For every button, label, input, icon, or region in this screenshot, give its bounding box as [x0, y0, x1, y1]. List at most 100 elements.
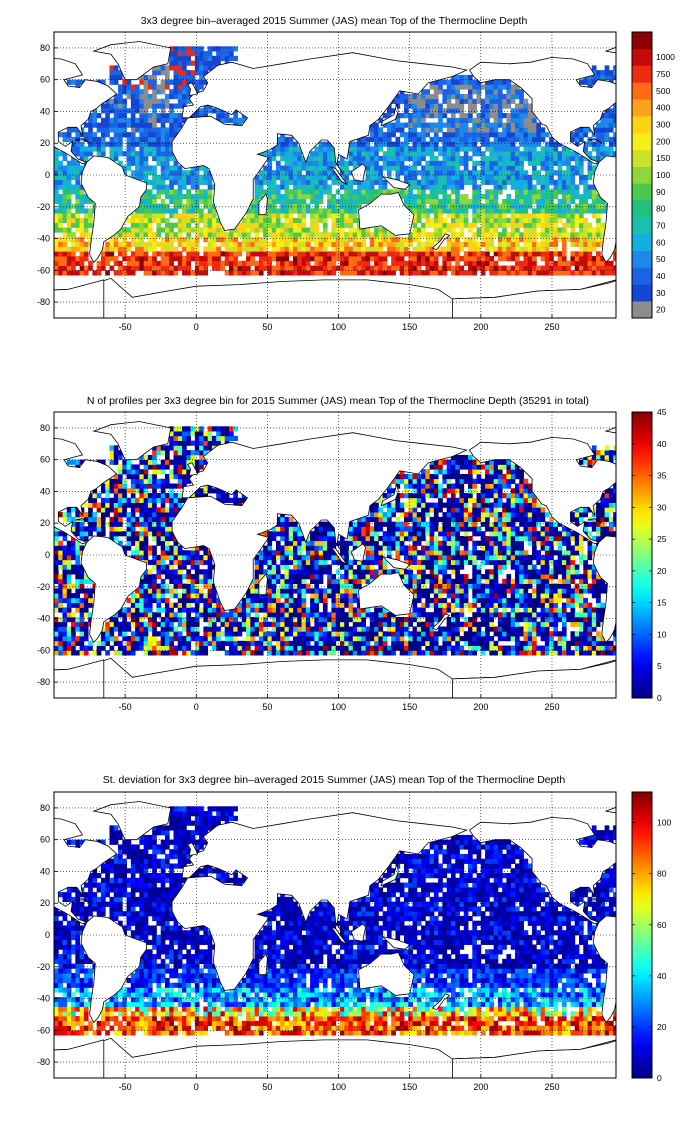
data-bin: [233, 256, 238, 262]
data-bin: [587, 170, 593, 176]
data-bin: [391, 127, 396, 133]
data-bin: [258, 569, 264, 575]
data-bin: [156, 175, 162, 181]
data-bin: [66, 540, 72, 546]
data-bin: [83, 621, 89, 627]
data-bin: [122, 108, 127, 114]
data-bin: [105, 270, 110, 276]
data-bin: [438, 79, 443, 85]
data-bin: [472, 203, 477, 209]
data-bin: [58, 650, 63, 656]
data-bin: [284, 217, 290, 224]
data-bin: [190, 607, 196, 613]
data-bin: [113, 65, 119, 71]
data-bin: [164, 636, 170, 642]
data-bin: [75, 127, 81, 133]
data-bin: [152, 636, 157, 642]
data-bin: [378, 155, 384, 162]
data-bin: [416, 103, 422, 109]
data-bin: [446, 265, 452, 271]
data-bin: [438, 232, 443, 238]
data-bin: [199, 108, 204, 114]
data-bin: [207, 602, 213, 608]
data-bin: [288, 141, 294, 147]
data-bin: [267, 256, 273, 262]
data-bin: [280, 256, 285, 262]
data-bin: [600, 208, 606, 214]
data-bin: [54, 636, 59, 642]
data-bin: [83, 251, 89, 257]
data-bin: [271, 170, 277, 176]
data-bin: [459, 141, 465, 147]
data-bin: [199, 232, 204, 238]
data-bin: [489, 194, 495, 200]
data-bin: [190, 270, 196, 276]
data-bin: [510, 89, 516, 95]
data-bin: [438, 103, 443, 109]
data-bin: [224, 636, 230, 642]
data-bin: [173, 555, 179, 561]
data-bin: [446, 151, 452, 157]
data-bin: [241, 227, 247, 233]
data-bin: [79, 535, 85, 542]
data-bin: [587, 256, 593, 262]
data-bin: [275, 146, 281, 152]
data-bin: [79, 636, 85, 642]
data-bin: [211, 256, 217, 262]
data-bin: [147, 136, 153, 143]
data-bin: [164, 454, 170, 461]
data-bin: [549, 194, 554, 200]
data-bin: [421, 98, 426, 104]
data-bin: [105, 141, 110, 147]
data-bin: [305, 227, 311, 233]
data-bin: [113, 616, 119, 623]
data-bin: [378, 241, 384, 247]
data-bin: [169, 189, 174, 195]
data-bin: [113, 141, 119, 147]
data-bin: [357, 241, 362, 247]
data-bin: [224, 251, 230, 257]
data-bin: [433, 98, 439, 104]
data-bin: [497, 89, 503, 95]
data-bin: [177, 122, 183, 128]
data-bin: [348, 194, 354, 200]
data-bin: [404, 155, 409, 162]
data-bin: [130, 93, 136, 100]
data-bin: [506, 241, 512, 247]
data-bin: [574, 132, 580, 138]
data-bin: [79, 564, 85, 570]
data-bin: [275, 141, 281, 147]
data-bin: [139, 260, 145, 266]
data-bin: [455, 79, 460, 85]
data-bin: [514, 198, 520, 204]
data-bin: [297, 256, 302, 262]
data-bin: [275, 526, 281, 532]
data-bin: [416, 184, 422, 190]
data-bin: [143, 84, 149, 90]
data-bin: [246, 213, 251, 219]
data-bin: [164, 555, 170, 561]
data-bin: [263, 636, 268, 642]
data-bin: [75, 559, 81, 565]
data-bin: [574, 155, 580, 162]
data-bin: [118, 84, 123, 90]
data-bin: [152, 555, 157, 561]
data-bin: [395, 189, 401, 195]
data-bin: [472, 217, 477, 224]
data-bin: [493, 203, 499, 209]
data-bin: [156, 203, 162, 209]
data-bin: [331, 246, 337, 252]
data-bin: [216, 435, 221, 441]
data-bin: [96, 113, 102, 119]
data-bin: [152, 256, 157, 262]
data-bin: [194, 184, 200, 190]
data-bin: [310, 213, 315, 219]
data-bin: [177, 607, 183, 613]
data-bin: [199, 593, 204, 599]
data-bin: [109, 103, 115, 109]
data-bin: [169, 636, 174, 642]
data-bin: [233, 612, 238, 618]
data-bin: [476, 84, 482, 90]
data-bin: [62, 650, 68, 656]
data-bin: [442, 79, 448, 85]
